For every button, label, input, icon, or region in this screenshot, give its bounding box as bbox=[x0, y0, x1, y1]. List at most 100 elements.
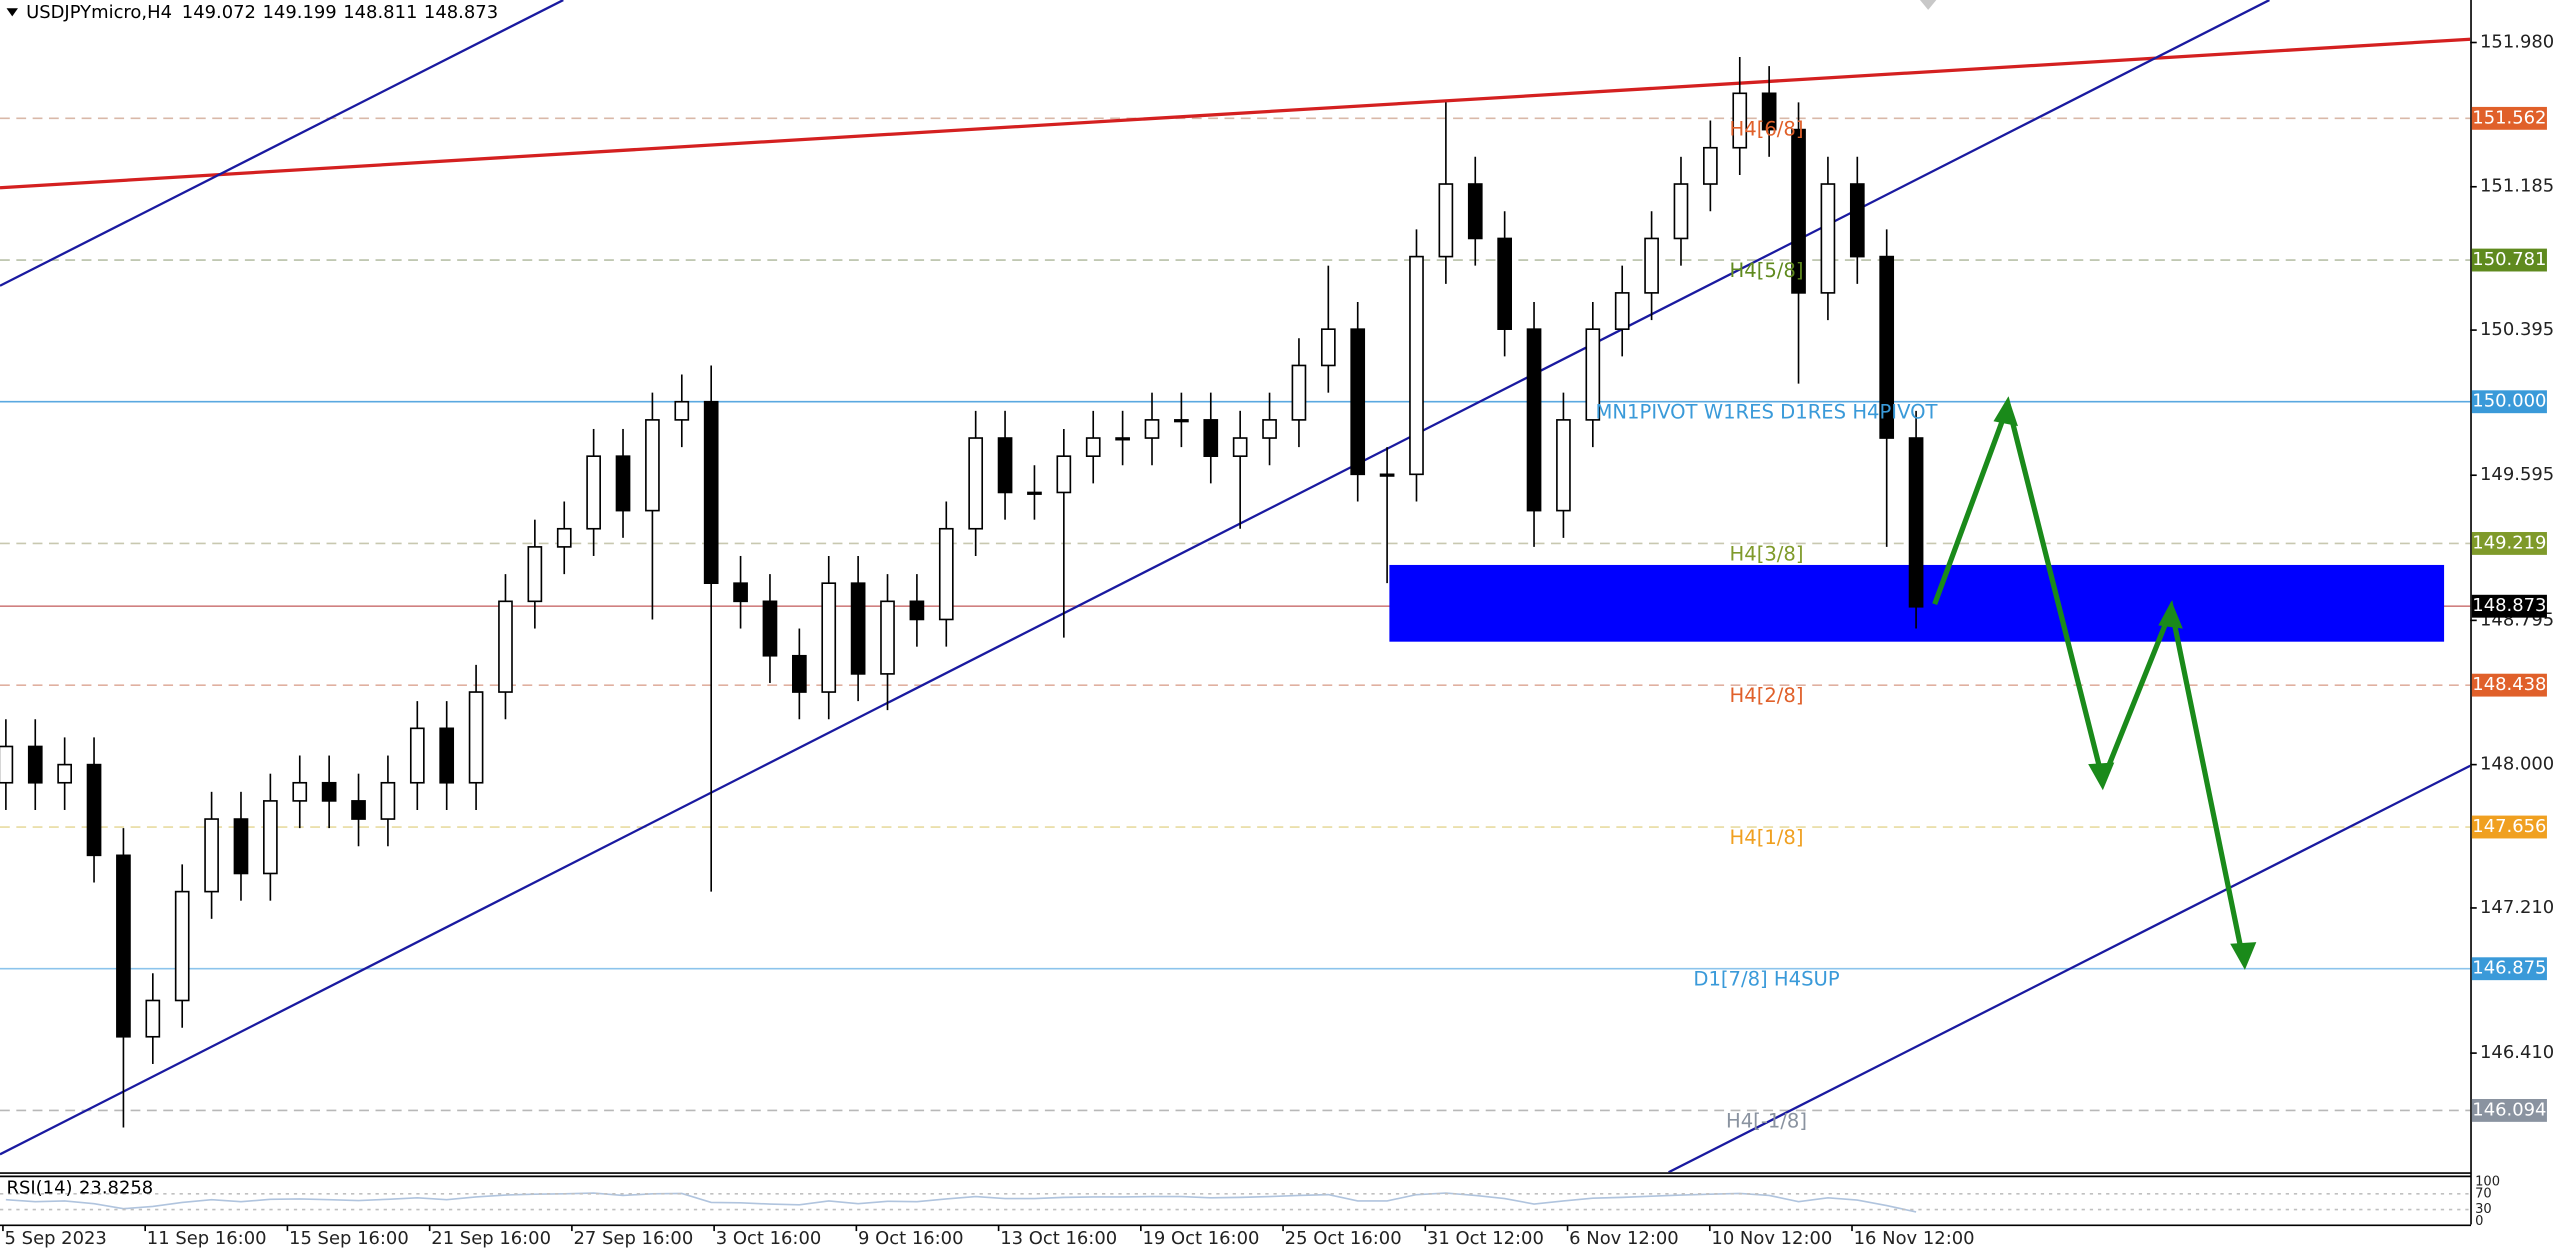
candle-body bbox=[27, 745, 43, 784]
price-tag-label: 151.562 bbox=[2472, 107, 2546, 128]
x-tick-label: 3 Oct 16:00 bbox=[716, 1228, 822, 1249]
candle-body bbox=[57, 763, 72, 784]
price-tag-label: 150.000 bbox=[2472, 391, 2546, 412]
y-tick-label: 151.185 bbox=[2480, 176, 2554, 197]
rsi-name: RSI(14) bbox=[7, 1178, 73, 1199]
labels: USDJPYmicro,H4 149.072 149.199 148.811 148.8… bbox=[5, 2, 2555, 1249]
candles bbox=[0, 57, 1924, 1128]
arrowhead bbox=[2088, 762, 2115, 791]
rsi-line bbox=[5, 1192, 1917, 1213]
candle-body bbox=[380, 781, 396, 820]
trendline bbox=[0, 0, 564, 287]
symbol: USDJPYmicro,H4 bbox=[26, 2, 172, 23]
candle-body bbox=[468, 691, 484, 784]
trendline bbox=[0, 0, 2270, 1156]
trendline bbox=[0, 37, 2471, 190]
candle-body bbox=[1409, 255, 1424, 476]
candle-body bbox=[1614, 292, 1630, 330]
header: USDJPYmicro,H4 149.072 149.199 148.811 148.8… bbox=[26, 2, 498, 23]
candle-body bbox=[586, 455, 601, 530]
price-tag bbox=[2471, 594, 2547, 618]
candle-body bbox=[351, 800, 366, 820]
candle-body bbox=[1232, 437, 1248, 457]
y-tick-label: 151.980 bbox=[2480, 32, 2554, 53]
y-tick-label: 150.395 bbox=[2480, 319, 2554, 340]
candle-body bbox=[645, 419, 660, 512]
x-tick-label: 15 Sep 16:00 bbox=[289, 1228, 409, 1249]
candle-body bbox=[321, 781, 337, 802]
candle-body bbox=[1673, 183, 1689, 240]
quote-high: 149.199 bbox=[263, 2, 337, 23]
price-tag bbox=[2471, 957, 2547, 981]
candle-body bbox=[1174, 419, 1189, 423]
level-label: MN1PIVOT W1RES D1RES H4PIVOT bbox=[1596, 401, 1939, 424]
price-tag bbox=[2471, 106, 2547, 130]
candle-body bbox=[674, 400, 690, 421]
y-tick-label: 148.000 bbox=[2480, 754, 2554, 775]
level-label: D1[7/8] H4SUP bbox=[1693, 968, 1839, 991]
candle-body bbox=[145, 999, 161, 1038]
candle-body bbox=[792, 654, 807, 693]
candle-body bbox=[1526, 328, 1542, 512]
candle-body bbox=[204, 818, 219, 893]
candle-body bbox=[1262, 419, 1277, 439]
arrowhead bbox=[2158, 600, 2183, 629]
candle-body bbox=[1085, 437, 1101, 457]
candle-body bbox=[292, 781, 308, 802]
axes bbox=[0, 0, 2477, 1232]
candle-body bbox=[1849, 183, 1865, 258]
candle-body bbox=[1497, 237, 1512, 330]
rsi-tick-label: 70 bbox=[2475, 1186, 2492, 1201]
candle-body bbox=[703, 400, 719, 584]
price-tag-label: 150.781 bbox=[2472, 249, 2546, 270]
candle-body bbox=[1467, 183, 1483, 240]
rsi-pane bbox=[0, 1192, 2471, 1213]
rsi-tick-label: 100 bbox=[2475, 1175, 2500, 1190]
quote-open: 149.072 bbox=[182, 2, 256, 23]
candle-body bbox=[880, 600, 895, 675]
candle-body bbox=[1320, 328, 1336, 367]
price-tag bbox=[2471, 673, 2547, 697]
candle-body bbox=[439, 727, 455, 784]
menu-arrow bbox=[6, 8, 18, 17]
candle-body bbox=[1761, 92, 1777, 131]
x-tick-label: 10 Nov 12:00 bbox=[1711, 1228, 1832, 1249]
candle-body bbox=[821, 582, 837, 693]
candle-body bbox=[968, 437, 984, 530]
candle-body bbox=[1144, 419, 1160, 439]
candle-body bbox=[1644, 237, 1659, 294]
price-tag-label: 146.875 bbox=[2472, 958, 2546, 979]
price-tag bbox=[2471, 1098, 2547, 1122]
x-tick-label: 31 Oct 12:00 bbox=[1427, 1228, 1544, 1249]
candle-body bbox=[1791, 128, 1806, 294]
level-label: H4[6/8] bbox=[1730, 117, 1804, 140]
price-tag bbox=[2471, 248, 2547, 272]
candle-body bbox=[1732, 92, 1748, 149]
candle-body bbox=[1027, 491, 1042, 495]
price-tag bbox=[2471, 390, 2547, 414]
candle-body bbox=[527, 546, 543, 603]
candle-body bbox=[1908, 437, 1924, 608]
x-tick-label: 19 Oct 16:00 bbox=[1142, 1228, 1259, 1249]
y-tick-label: 147.210 bbox=[2480, 897, 2554, 918]
x-tick-label: 11 Sep 16:00 bbox=[147, 1228, 267, 1249]
x-tick-label: 25 Oct 16:00 bbox=[1285, 1228, 1402, 1249]
rsi-tick-label: 30 bbox=[2475, 1202, 2492, 1217]
candle-body bbox=[1585, 328, 1601, 421]
candle-body bbox=[1820, 183, 1836, 294]
forecast-arrows bbox=[1932, 396, 2257, 970]
quote-close: 148.873 bbox=[424, 2, 498, 23]
candle-body bbox=[615, 455, 631, 512]
rsi-label: RSI(14) 23.8258 bbox=[7, 1178, 154, 1199]
y-tick-label: 146.410 bbox=[2480, 1042, 2554, 1063]
y-tick-label: 149.595 bbox=[2480, 464, 2554, 485]
rsi-value: 23.8258 bbox=[79, 1178, 153, 1199]
trendline bbox=[1668, 764, 2471, 1173]
candle-body bbox=[733, 582, 748, 603]
level-label: H4[3/8] bbox=[1730, 542, 1804, 565]
candle-body bbox=[762, 600, 778, 657]
arrowhead bbox=[2230, 942, 2257, 970]
level-label: H4[-1/8] bbox=[1726, 1109, 1807, 1132]
candle-body bbox=[1556, 419, 1571, 512]
